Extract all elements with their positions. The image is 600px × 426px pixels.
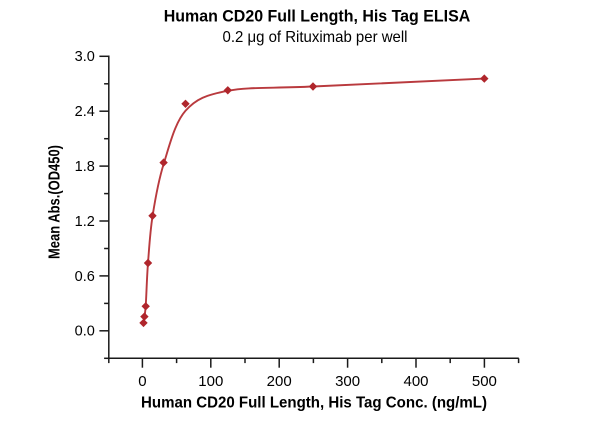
svg-text:0.2 μg of Rituximab per well: 0.2 μg of Rituximab per well [223, 29, 408, 46]
svg-text:200: 200 [267, 373, 292, 390]
svg-text:2.4: 2.4 [75, 104, 95, 120]
svg-text:1.2: 1.2 [75, 214, 95, 230]
svg-text:Mean Abs.(OD450): Mean Abs.(OD450) [47, 145, 64, 259]
svg-text:0.0: 0.0 [75, 324, 95, 340]
svg-text:0: 0 [138, 373, 146, 390]
svg-text:Human CD20 Full Length, His Ta: Human CD20 Full Length, His Tag Conc. (n… [141, 395, 487, 412]
svg-text:300: 300 [335, 373, 360, 390]
svg-text:100: 100 [198, 373, 223, 390]
svg-text:3.0: 3.0 [75, 49, 95, 65]
svg-text:400: 400 [403, 373, 428, 390]
svg-text:1.8: 1.8 [75, 159, 95, 175]
svg-text:0.6: 0.6 [75, 269, 95, 285]
svg-text:Human CD20 Full Length, His Ta: Human CD20 Full Length, His Tag ELISA [164, 6, 471, 25]
svg-text:500: 500 [472, 373, 497, 390]
